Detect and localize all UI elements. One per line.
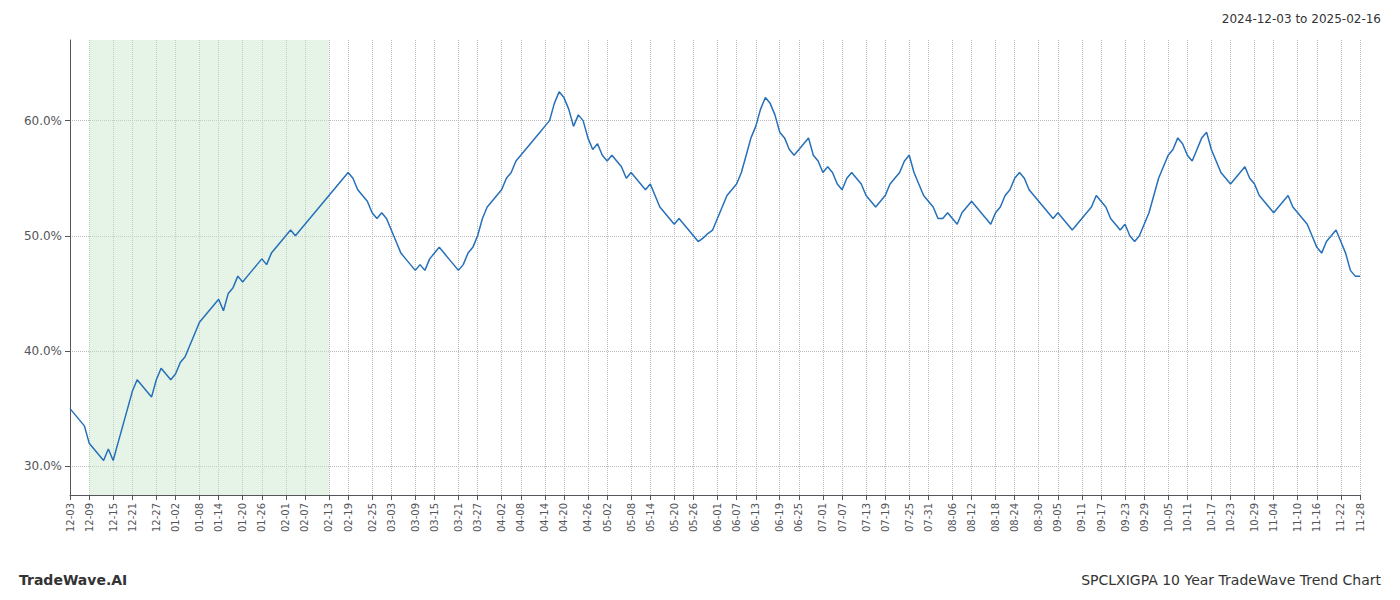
svg-text:08-06: 08-06: [947, 503, 958, 532]
svg-text:07-13: 07-13: [861, 503, 872, 532]
svg-text:12-21: 12-21: [127, 503, 138, 532]
svg-text:12-27: 12-27: [151, 503, 162, 532]
svg-text:12-03: 12-03: [65, 503, 76, 532]
svg-text:08-30: 08-30: [1033, 503, 1044, 532]
svg-text:08-24: 08-24: [1009, 503, 1020, 532]
svg-text:04-08: 04-08: [515, 503, 526, 532]
svg-text:06-19: 06-19: [774, 503, 785, 532]
svg-text:11-16: 11-16: [1311, 503, 1322, 532]
svg-text:06-01: 06-01: [712, 503, 723, 532]
svg-text:11-22: 11-22: [1335, 503, 1346, 532]
svg-text:01-20: 01-20: [237, 503, 248, 532]
svg-text:07-07: 07-07: [837, 503, 848, 532]
svg-text:10-05: 10-05: [1163, 503, 1174, 532]
svg-text:03-03: 03-03: [386, 503, 397, 532]
svg-text:04-20: 04-20: [558, 503, 569, 532]
svg-text:10-17: 10-17: [1206, 503, 1217, 532]
svg-text:02-25: 02-25: [367, 503, 378, 532]
svg-text:01-08: 01-08: [194, 503, 205, 532]
svg-text:05-08: 05-08: [626, 503, 637, 532]
svg-text:06-25: 06-25: [793, 503, 804, 532]
svg-text:09-29: 09-29: [1139, 503, 1150, 532]
svg-text:09-05: 09-05: [1052, 503, 1063, 532]
svg-text:10-29: 10-29: [1249, 503, 1260, 532]
svg-text:60.0%: 60.0%: [24, 114, 62, 128]
svg-text:07-25: 07-25: [904, 503, 915, 532]
svg-text:05-02: 05-02: [602, 503, 613, 532]
svg-text:09-17: 09-17: [1096, 503, 1107, 532]
svg-text:12-09: 12-09: [84, 503, 95, 532]
svg-text:SPCLXIGPA 10 Year TradeWave Tr: SPCLXIGPA 10 Year TradeWave Trend Chart: [1081, 572, 1381, 588]
svg-text:04-14: 04-14: [539, 503, 550, 532]
svg-text:TradeWave.AI: TradeWave.AI: [19, 572, 127, 588]
svg-text:05-26: 05-26: [688, 503, 699, 532]
svg-text:04-26: 04-26: [582, 503, 593, 532]
svg-text:06-07: 06-07: [731, 503, 742, 532]
svg-text:03-21: 03-21: [453, 503, 464, 532]
svg-text:09-23: 09-23: [1120, 503, 1131, 532]
svg-text:07-01: 07-01: [817, 503, 828, 532]
svg-text:01-26: 01-26: [256, 503, 267, 532]
svg-text:50.0%: 50.0%: [24, 229, 62, 243]
svg-text:08-12: 08-12: [966, 503, 977, 532]
svg-text:07-19: 07-19: [880, 503, 891, 532]
svg-text:11-28: 11-28: [1355, 503, 1366, 532]
svg-text:01-14: 01-14: [213, 503, 224, 532]
svg-text:11-10: 11-10: [1292, 503, 1303, 532]
svg-text:06-13: 06-13: [750, 503, 761, 532]
svg-text:03-15: 03-15: [429, 503, 440, 532]
svg-text:03-09: 03-09: [410, 503, 421, 532]
svg-text:02-07: 02-07: [299, 503, 310, 532]
svg-text:09-11: 09-11: [1076, 503, 1087, 532]
svg-text:07-31: 07-31: [923, 503, 934, 532]
svg-text:2024-12-03 to 2025-02-16: 2024-12-03 to 2025-02-16: [1222, 12, 1381, 26]
svg-text:10-11: 10-11: [1182, 503, 1193, 532]
svg-text:05-14: 05-14: [645, 503, 656, 532]
svg-text:11-04: 11-04: [1268, 503, 1279, 532]
svg-text:04-02: 04-02: [496, 503, 507, 532]
svg-text:02-01: 02-01: [280, 503, 291, 532]
svg-text:03-27: 03-27: [472, 503, 483, 532]
svg-text:08-18: 08-18: [990, 503, 1001, 532]
svg-text:10-23: 10-23: [1225, 503, 1236, 532]
svg-text:30.0%: 30.0%: [24, 459, 62, 473]
svg-text:12-15: 12-15: [108, 503, 119, 532]
svg-text:02-19: 02-19: [343, 503, 354, 532]
svg-text:05-20: 05-20: [669, 503, 680, 532]
svg-text:02-13: 02-13: [323, 503, 334, 532]
svg-text:01-02: 01-02: [170, 503, 181, 532]
svg-text:40.0%: 40.0%: [24, 344, 62, 358]
